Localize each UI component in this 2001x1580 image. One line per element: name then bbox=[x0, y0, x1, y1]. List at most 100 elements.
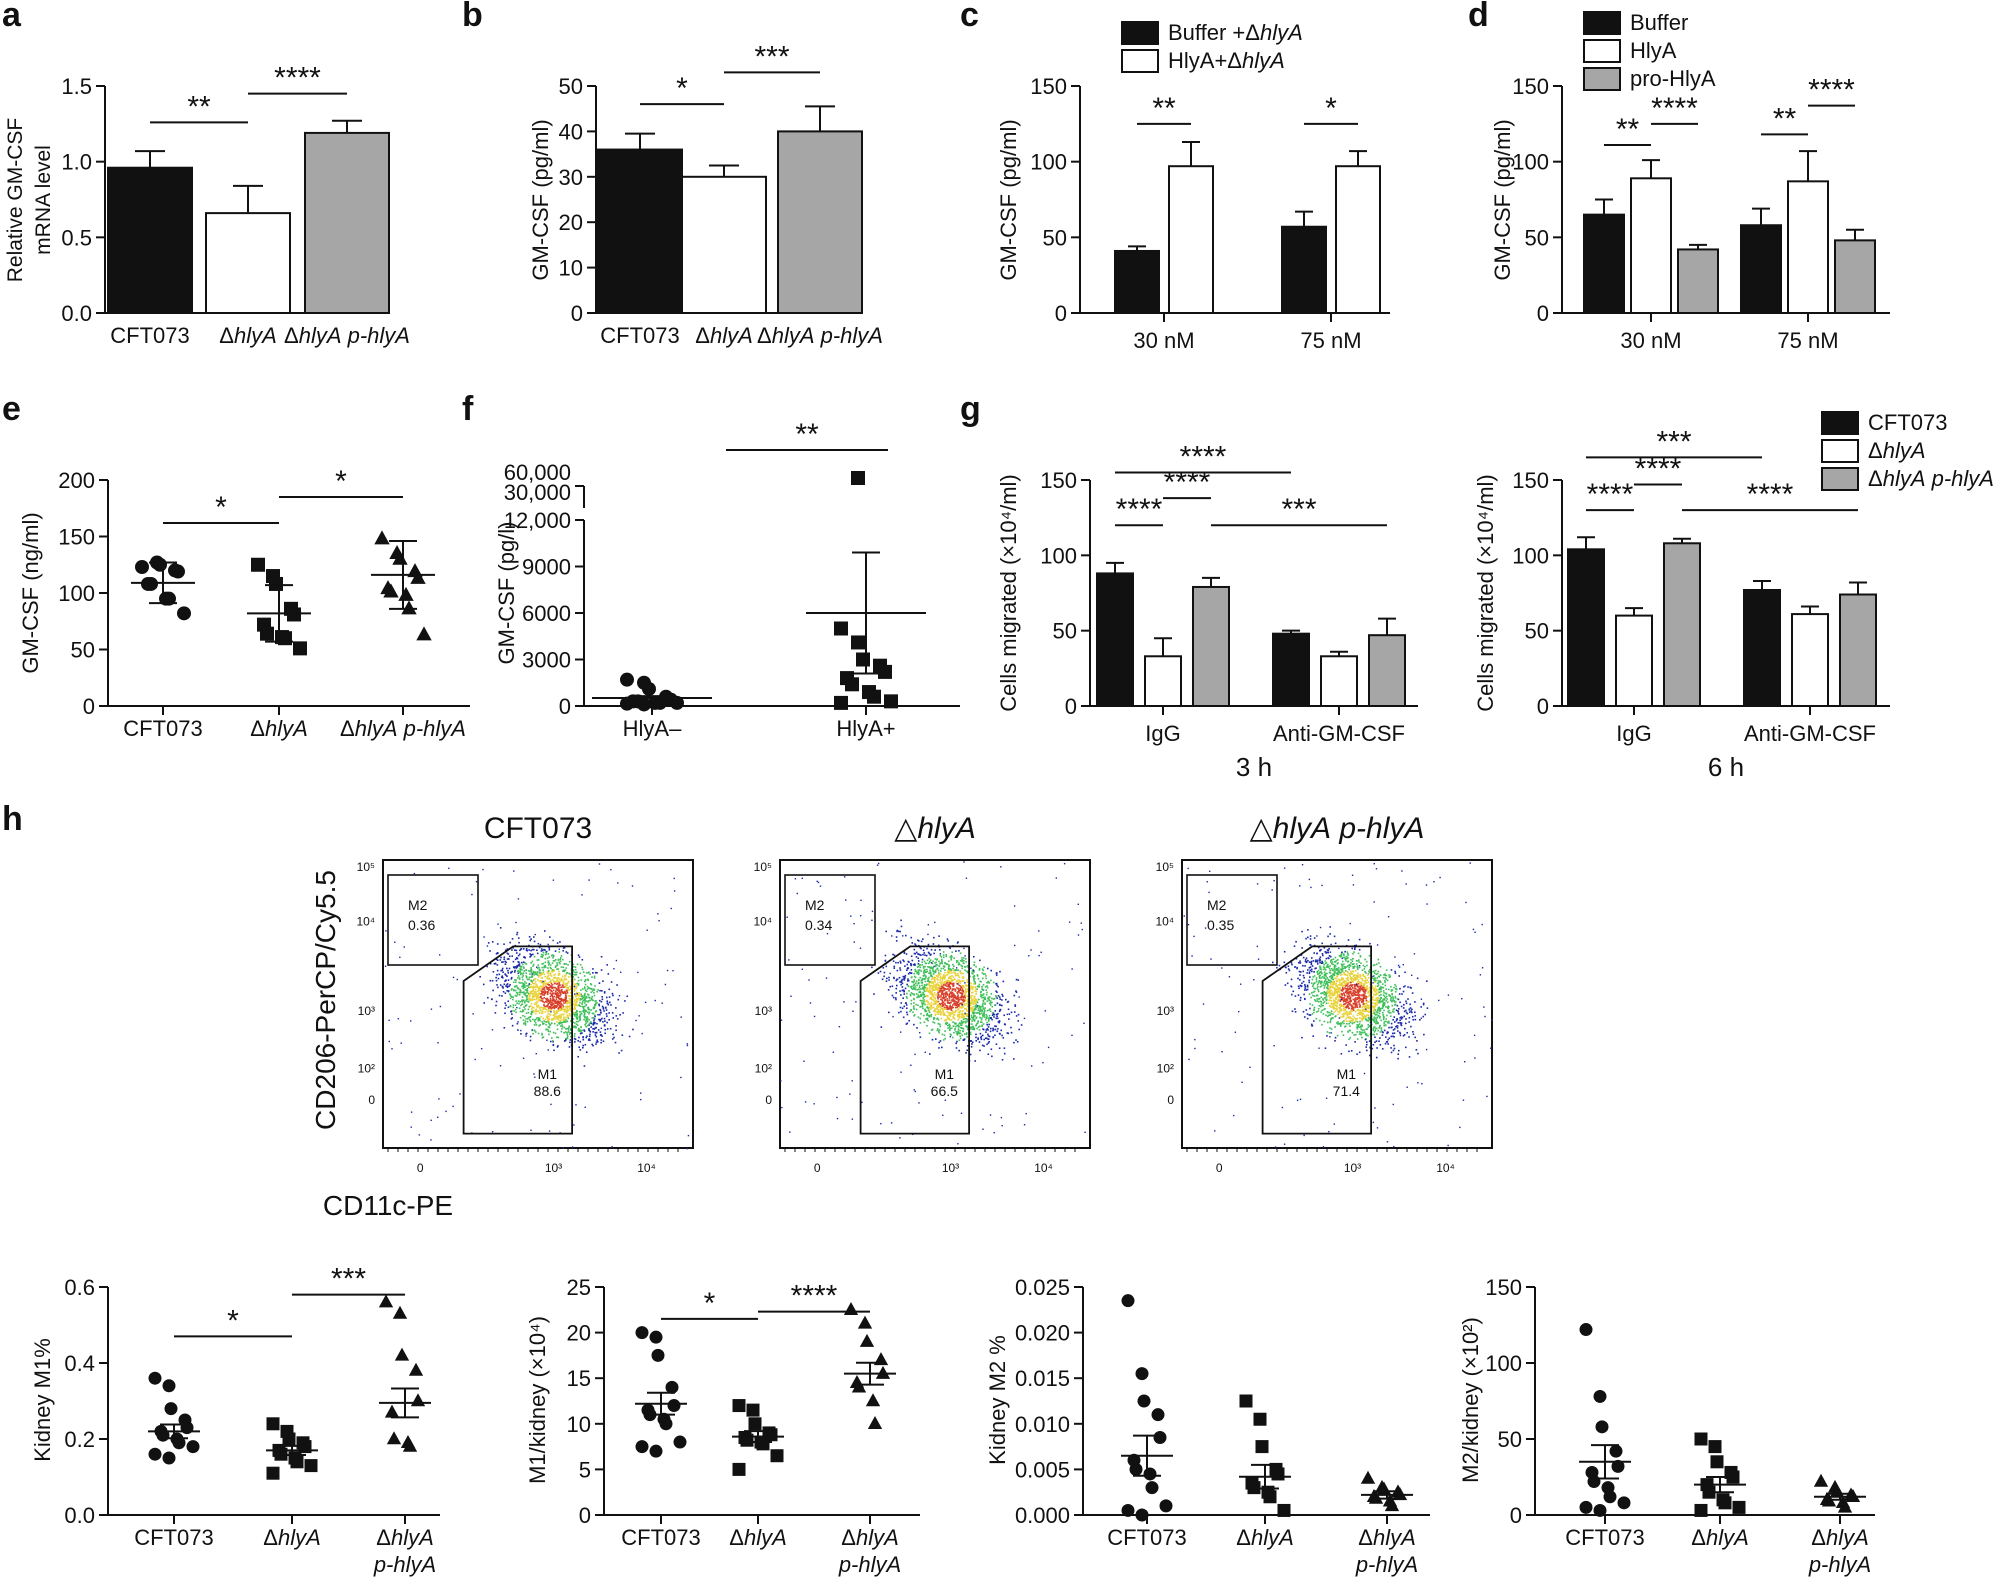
data-point bbox=[278, 631, 292, 645]
flow-event bbox=[509, 994, 511, 996]
flow-event bbox=[906, 969, 908, 971]
flow-event bbox=[529, 936, 531, 938]
flow-event bbox=[549, 1013, 551, 1015]
flow-event bbox=[933, 967, 935, 969]
flow-event bbox=[962, 1004, 963, 1005]
flow-event bbox=[939, 988, 941, 990]
flow-event bbox=[589, 1034, 591, 1036]
flow-event bbox=[521, 999, 523, 1001]
flow-event bbox=[949, 968, 951, 970]
flow-event bbox=[506, 975, 508, 977]
flow-event bbox=[950, 1033, 952, 1035]
flow-event bbox=[600, 1034, 602, 1036]
flow-event bbox=[568, 1005, 570, 1007]
flow-event bbox=[941, 980, 943, 982]
flow-event bbox=[971, 999, 973, 1001]
flow-event bbox=[917, 939, 919, 941]
gate-m1-value: 66.5 bbox=[931, 1083, 958, 1099]
flow-event bbox=[549, 1031, 551, 1033]
flow-event bbox=[538, 943, 539, 944]
flow-event bbox=[525, 1035, 526, 1036]
flow-event bbox=[930, 982, 932, 984]
flow-event bbox=[584, 999, 586, 1001]
flow-event bbox=[1341, 1053, 1343, 1055]
y-axis-label: GM-CSF (pg/ml) bbox=[1490, 119, 1515, 280]
flow-event bbox=[568, 989, 570, 991]
y-tick-label: 0.2 bbox=[64, 1427, 95, 1452]
flow-event bbox=[965, 966, 967, 968]
flow-event bbox=[557, 1029, 559, 1031]
flow-event bbox=[999, 996, 1001, 998]
flow-event bbox=[982, 978, 984, 980]
flow-event bbox=[579, 1017, 581, 1019]
data-point bbox=[1709, 1440, 1722, 1453]
flow-event bbox=[803, 1061, 804, 1062]
flow-event bbox=[977, 975, 979, 977]
flow-event bbox=[990, 1011, 992, 1013]
flow-event bbox=[999, 1004, 1001, 1006]
legend-label: HlyA+ΔhlyA bbox=[1168, 48, 1285, 73]
data-point bbox=[650, 1331, 663, 1344]
flow-event bbox=[925, 1052, 926, 1053]
flow-event bbox=[910, 937, 912, 939]
flow-event bbox=[555, 950, 557, 952]
flow-event bbox=[958, 1004, 960, 1006]
flow-event bbox=[946, 998, 948, 1000]
x-tick-label: p-hlyA bbox=[373, 1552, 436, 1577]
data-point bbox=[650, 1445, 663, 1458]
flow-event bbox=[934, 979, 936, 981]
flow-event bbox=[992, 1036, 994, 1038]
flow-event bbox=[548, 1007, 550, 1009]
x-tick-label: IgG bbox=[1616, 721, 1651, 746]
significance-label: **** bbox=[1180, 440, 1227, 473]
flow-event bbox=[967, 995, 969, 997]
flow-event bbox=[935, 985, 937, 987]
text-run: Δ bbox=[376, 1525, 391, 1550]
flow-event bbox=[528, 1017, 530, 1019]
flow-event bbox=[394, 942, 395, 943]
flow-event bbox=[564, 986, 566, 988]
flow-event bbox=[587, 1021, 589, 1023]
flow-event bbox=[1333, 958, 1335, 960]
flow-event bbox=[536, 973, 538, 975]
flow-event bbox=[919, 967, 921, 969]
flow-event bbox=[965, 992, 967, 994]
flow-event bbox=[953, 976, 955, 978]
flow-event bbox=[985, 989, 987, 991]
data-point bbox=[637, 697, 651, 711]
flow-event bbox=[584, 1002, 586, 1004]
flow-event bbox=[527, 1021, 529, 1023]
flow-event bbox=[910, 1065, 911, 1066]
y-axis-label: GM-CSF (pg/ml) bbox=[528, 119, 553, 280]
flow-event bbox=[993, 998, 995, 1000]
flow-event bbox=[524, 1002, 526, 1004]
text-run: hlyA bbox=[1251, 1525, 1294, 1550]
flow-event bbox=[970, 1054, 972, 1056]
flow-event bbox=[923, 1015, 925, 1017]
flow-event bbox=[895, 962, 897, 964]
flow-event bbox=[526, 988, 528, 990]
flow-event bbox=[511, 949, 513, 951]
flow-event bbox=[568, 973, 570, 975]
flow-event bbox=[960, 989, 962, 991]
flow-event bbox=[545, 1007, 547, 1009]
flow-event bbox=[1069, 921, 1070, 922]
flow-event bbox=[974, 998, 976, 1000]
flow-event bbox=[547, 977, 549, 979]
flow-event bbox=[1330, 1000, 1332, 1002]
flow-event bbox=[580, 989, 582, 991]
text-run: hlyA bbox=[1373, 1525, 1416, 1550]
data-point bbox=[163, 1379, 176, 1392]
flow-event bbox=[949, 986, 951, 988]
flow-event bbox=[554, 987, 556, 989]
flow-event bbox=[515, 1009, 517, 1011]
flow-event bbox=[903, 1006, 905, 1008]
flow-event bbox=[582, 1039, 584, 1041]
flow-event bbox=[1305, 1009, 1307, 1011]
flow-event bbox=[1045, 1010, 1046, 1011]
flow-event bbox=[604, 1024, 606, 1026]
flow-event bbox=[490, 980, 492, 982]
flow-event bbox=[1024, 1124, 1025, 1125]
flow-event bbox=[544, 949, 546, 951]
flow-event bbox=[852, 1118, 853, 1119]
